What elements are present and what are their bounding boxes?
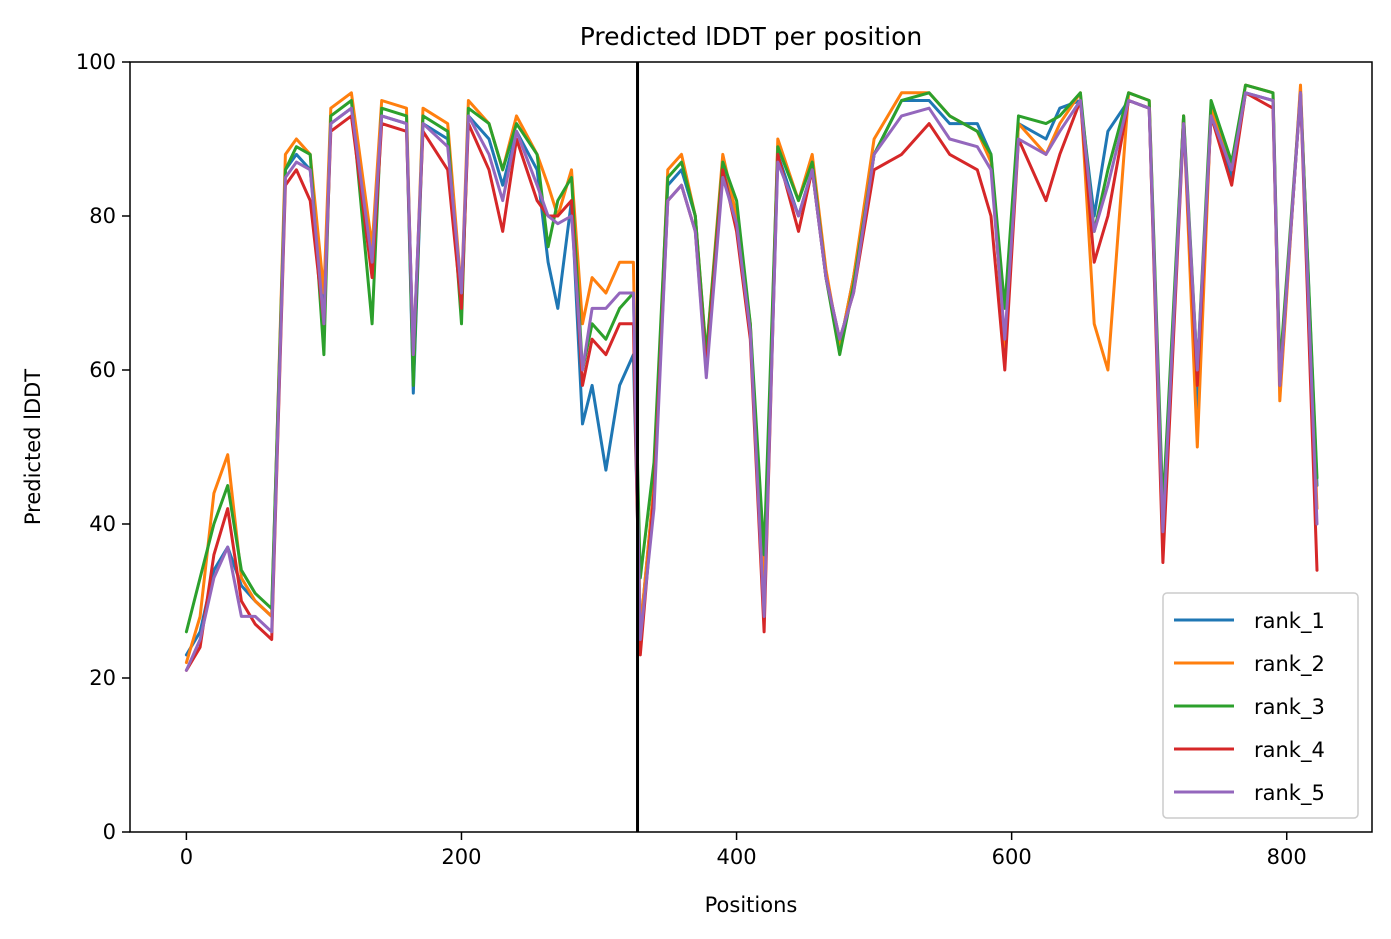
legend-box	[1162, 592, 1359, 819]
legend-label-rank-2: rank_2	[1254, 652, 1325, 677]
x-axis: 0 200 400 600 800	[180, 832, 1307, 869]
legend-label-rank-1: rank_1	[1254, 609, 1325, 634]
y-tick-label: 100	[76, 50, 116, 74]
legend-label-rank-4: rank_4	[1254, 738, 1325, 763]
x-axis-label: Positions	[705, 893, 798, 917]
x-tick-label: 600	[992, 845, 1032, 869]
x-tick-label: 200	[441, 845, 481, 869]
legend-label-rank-5: rank_5	[1254, 781, 1325, 806]
y-tick-label: 80	[89, 204, 116, 228]
y-axis-label: Predicted lDDT	[21, 369, 45, 525]
chart-title: Predicted lDDT per position	[580, 22, 922, 51]
x-tick-label: 400	[717, 845, 757, 869]
series-line-rank-5	[184, 91, 1319, 672]
y-tick-label: 20	[89, 666, 116, 690]
x-tick-label: 800	[1267, 845, 1307, 869]
y-tick-label: 60	[89, 358, 116, 382]
legend-label-rank-3: rank_3	[1254, 695, 1325, 720]
series-layer	[184, 83, 1319, 672]
plot-frame	[129, 61, 1373, 833]
legend: rank_1 rank_2 rank_3 rank_4 rank_5	[1162, 592, 1359, 819]
y-tick-label: 0	[103, 820, 116, 844]
y-tick-label: 40	[89, 512, 116, 536]
x-tick-label: 0	[180, 845, 193, 869]
y-axis: 0 20 40 60 80 100	[76, 50, 130, 844]
